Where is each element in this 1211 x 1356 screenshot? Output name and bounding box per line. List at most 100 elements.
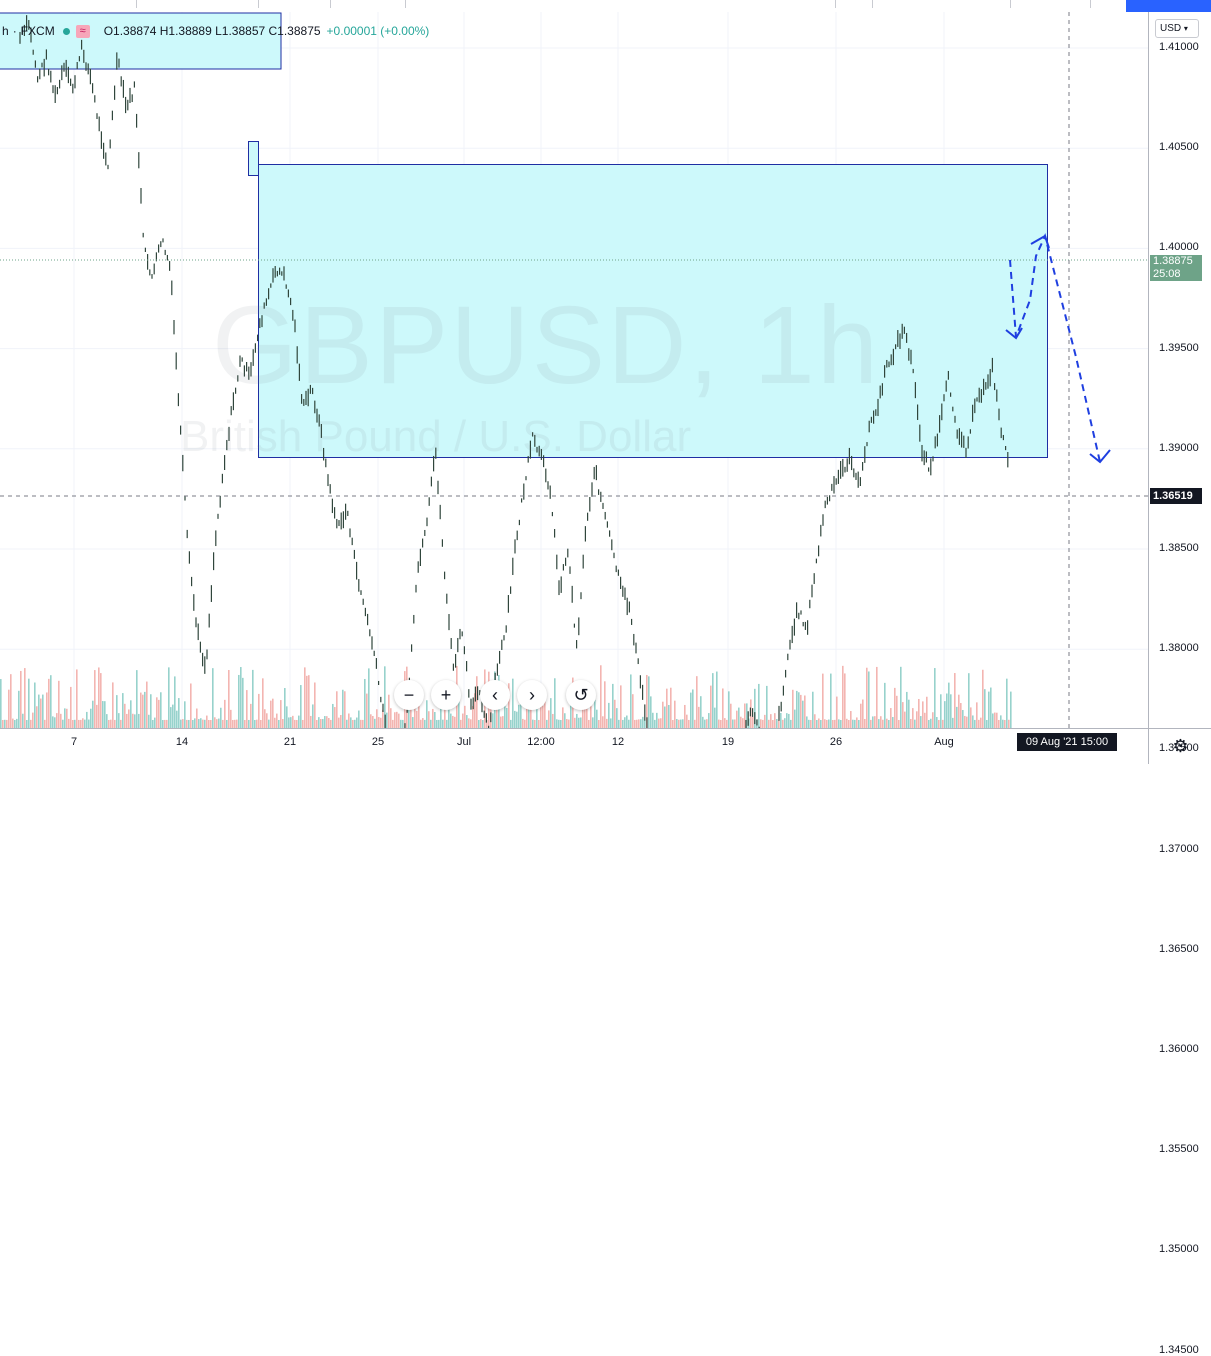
volume-bar bbox=[672, 720, 674, 728]
price-tick: 1.39000 bbox=[1159, 441, 1199, 454]
volume-bar bbox=[172, 704, 174, 728]
volume-bar bbox=[528, 703, 530, 728]
volume-bar bbox=[954, 673, 956, 728]
volume-bar bbox=[636, 719, 638, 728]
chart-pane[interactable]: GBPUSD, 1h British Pound / U.S. Dollar −… bbox=[0, 12, 1148, 728]
price-tick: 1.41000 bbox=[1159, 41, 1199, 53]
publish-button[interactable] bbox=[1126, 0, 1211, 12]
volume-bar bbox=[550, 698, 552, 728]
chart-canvas[interactable] bbox=[0, 12, 1148, 728]
volume-bar bbox=[760, 719, 762, 728]
volume-bar bbox=[900, 666, 902, 728]
volume-bar bbox=[642, 716, 644, 728]
volume-bar bbox=[774, 713, 776, 728]
volume-bar bbox=[62, 719, 64, 728]
volume-bar bbox=[252, 669, 254, 728]
scroll-right-button[interactable]: › bbox=[517, 680, 547, 710]
volume-bar bbox=[842, 665, 844, 728]
reset-chart-button[interactable]: ↺ bbox=[566, 680, 596, 710]
volume-bar bbox=[292, 715, 294, 728]
price-tick: 1.36000 bbox=[1159, 1043, 1199, 1055]
zoom-in-button[interactable]: + bbox=[431, 680, 461, 710]
chart-nav-controls: − + ‹ › ↺ bbox=[394, 680, 596, 710]
volume-bar bbox=[886, 718, 888, 728]
volume-bar bbox=[778, 719, 780, 728]
volume-bar bbox=[944, 701, 946, 728]
volume-bar bbox=[280, 700, 282, 728]
market-status-icon bbox=[62, 27, 70, 35]
volume-bar bbox=[628, 719, 630, 728]
volume-bar bbox=[560, 719, 562, 728]
volume-bar bbox=[374, 718, 376, 728]
volume-bar bbox=[160, 692, 162, 728]
volume-bar bbox=[580, 717, 582, 728]
volume-bar bbox=[786, 713, 788, 728]
legend-symbol[interactable]: h bbox=[2, 24, 9, 38]
volume-bar bbox=[364, 678, 366, 728]
volume-bar bbox=[328, 717, 330, 728]
volume-bar bbox=[714, 707, 716, 728]
volume-bar bbox=[304, 667, 306, 728]
volume-bar bbox=[336, 691, 338, 728]
volume-bar bbox=[12, 718, 14, 728]
volume-bar bbox=[688, 719, 690, 728]
volume-bar bbox=[558, 719, 560, 728]
volume-bar bbox=[994, 712, 996, 728]
volume-bar bbox=[908, 699, 910, 728]
legend-sep: · bbox=[12, 24, 17, 38]
volume-bar bbox=[472, 706, 474, 728]
chart-settings-button[interactable]: ⚙ bbox=[1148, 728, 1211, 764]
volume-bar bbox=[168, 667, 170, 728]
volume-bar bbox=[34, 682, 36, 728]
volume-bar bbox=[382, 709, 384, 728]
volume-bar bbox=[366, 693, 368, 728]
price-tick: 1.40000 bbox=[1159, 241, 1199, 254]
volume-bar bbox=[568, 719, 570, 728]
volume-bar bbox=[776, 719, 778, 728]
currency-select[interactable]: USD ▾ bbox=[1155, 19, 1199, 38]
volume-bar bbox=[844, 673, 846, 728]
volume-bar bbox=[18, 690, 20, 728]
volume-bar bbox=[562, 707, 564, 728]
volume-bar bbox=[326, 716, 328, 728]
volume-bar bbox=[80, 719, 82, 728]
volume-bar bbox=[972, 715, 974, 728]
volume-bar bbox=[72, 719, 74, 728]
price-tick: 1.34500 bbox=[1159, 1343, 1199, 1356]
volume-bar bbox=[100, 673, 102, 728]
volume-bar bbox=[230, 709, 232, 728]
volume-bar bbox=[780, 712, 782, 728]
volume-bar bbox=[270, 700, 272, 728]
volume-bar bbox=[108, 719, 110, 728]
volume-bar bbox=[712, 673, 714, 728]
volume-bar bbox=[348, 713, 350, 728]
time-tick: Aug bbox=[934, 736, 954, 748]
volume-bar bbox=[20, 670, 22, 728]
volume-bar bbox=[868, 671, 870, 728]
time-axis[interactable]: 7 14 21 25 Jul 12:00 12 19 26 Aug bbox=[0, 728, 1148, 764]
volume-bar bbox=[862, 699, 864, 728]
volume-bar bbox=[232, 719, 234, 728]
volume-bar bbox=[772, 719, 774, 728]
volume-bar bbox=[476, 676, 478, 728]
volume-bar bbox=[588, 719, 590, 728]
volume-bar bbox=[716, 671, 718, 728]
volume-bar bbox=[644, 719, 646, 728]
time-tick: Jul bbox=[456, 736, 472, 748]
volume-bar bbox=[316, 719, 318, 728]
volume-bar bbox=[262, 678, 264, 728]
volume-bar bbox=[516, 711, 518, 728]
chevron-down-icon: ▾ bbox=[1183, 24, 1188, 33]
price-tick: 1.39500 bbox=[1159, 341, 1199, 354]
price-tick: 1.37000 bbox=[1159, 842, 1199, 855]
volume-bar bbox=[600, 665, 602, 728]
volume-bar bbox=[566, 719, 568, 728]
scroll-left-button[interactable]: ‹ bbox=[480, 680, 510, 710]
volume-bar bbox=[176, 710, 178, 728]
range-rectangle-top bbox=[0, 12, 282, 70]
zoom-out-button[interactable]: − bbox=[394, 680, 424, 710]
volume-bar bbox=[836, 696, 838, 728]
indicator-wave-icon[interactable]: ≈ bbox=[75, 24, 90, 38]
volume-bar bbox=[548, 710, 550, 728]
price-axis[interactable]: 1.41000 1.40500 1.40000 1.39500 1.39000 1.385… bbox=[1148, 12, 1211, 1356]
